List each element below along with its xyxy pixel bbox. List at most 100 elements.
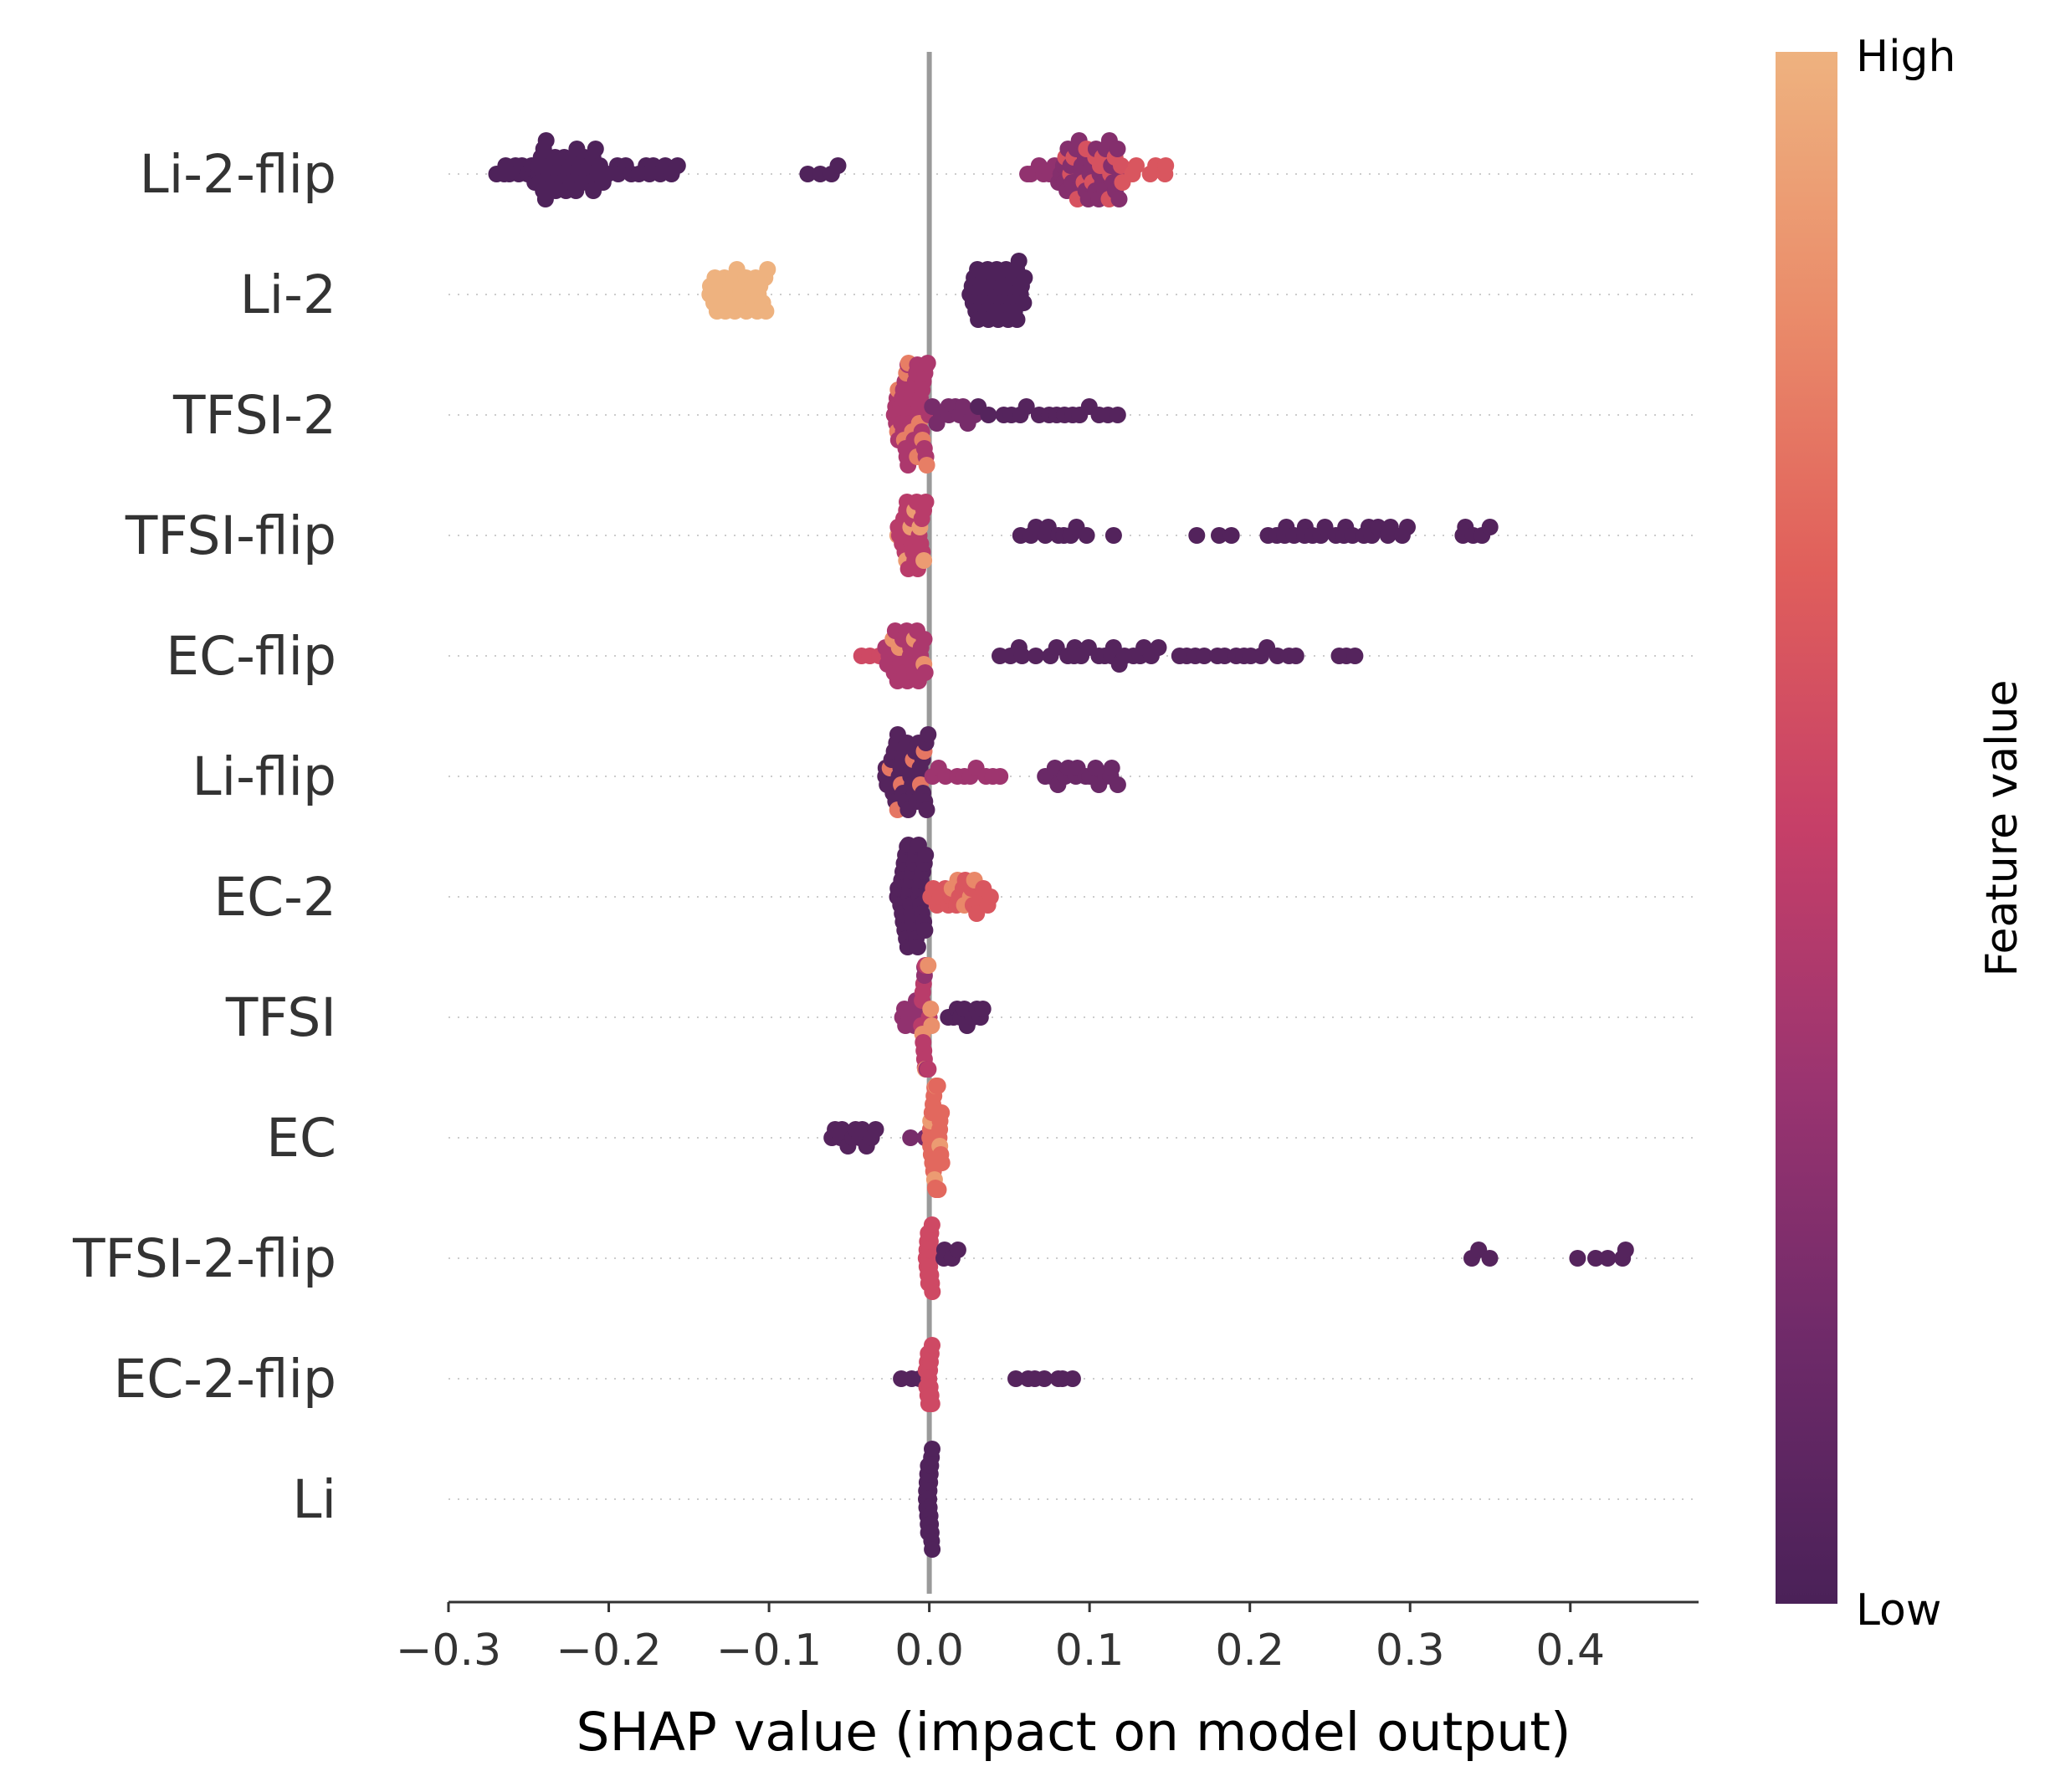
shap-point xyxy=(924,1441,940,1457)
shap-point xyxy=(1268,648,1286,664)
shap-point xyxy=(929,1078,946,1094)
x-tick-label: −0.1 xyxy=(716,1626,822,1676)
shap-point xyxy=(1617,1242,1634,1258)
colorbar-gradient xyxy=(1776,52,1837,1604)
shap-point xyxy=(949,1242,966,1258)
shap-point xyxy=(1381,519,1399,535)
shap-point xyxy=(829,157,847,174)
feature-label: EC-flip xyxy=(166,626,336,687)
shap-point xyxy=(909,939,926,955)
shap-point xyxy=(916,922,934,939)
x-tick-label: −0.3 xyxy=(396,1626,501,1676)
x-tick-label: 0.2 xyxy=(1215,1626,1284,1676)
shap-point xyxy=(915,631,933,648)
x-ticks: −0.3 −0.2 −0.1 0.0 0.1 0.2 0.3 0.4 xyxy=(396,1602,1605,1676)
shap-point xyxy=(980,407,997,423)
shap-point xyxy=(1599,1250,1617,1267)
shap-point xyxy=(1013,648,1031,664)
shap-point xyxy=(1027,648,1044,664)
shap-point xyxy=(923,1216,940,1233)
shap-point xyxy=(1346,648,1364,664)
shap-point xyxy=(918,457,935,474)
feature-label: Li xyxy=(292,1469,336,1530)
shap-point xyxy=(1109,141,1126,157)
shap-point xyxy=(1128,157,1145,174)
feature-label: Li-2 xyxy=(240,264,336,325)
colorbar: High Low Feature value xyxy=(1776,32,2027,1636)
x-tick-label: −0.2 xyxy=(556,1626,661,1676)
feature-label: EC xyxy=(266,1108,336,1169)
shap-point xyxy=(920,726,937,743)
shap-point xyxy=(992,768,1009,785)
shap-point xyxy=(1157,157,1175,174)
feature-label: EC-2 xyxy=(213,867,336,928)
colorbar-title: Feature value xyxy=(1977,679,2027,976)
shap-point xyxy=(1078,527,1095,544)
shap-point xyxy=(933,1155,951,1171)
feature-label: TFSI-flip xyxy=(125,505,336,566)
shap-point xyxy=(923,1395,940,1412)
shap-point xyxy=(1587,1250,1604,1267)
shap-point xyxy=(922,1001,940,1017)
shap-point xyxy=(587,141,604,157)
shap-point xyxy=(1287,648,1304,664)
shap-point xyxy=(902,1129,920,1146)
shap-point xyxy=(924,1283,941,1300)
shap-point xyxy=(917,494,935,510)
shap-point xyxy=(759,261,776,278)
shap-point xyxy=(1103,760,1120,776)
shap-point xyxy=(920,957,937,974)
shap-point xyxy=(669,157,686,174)
feature-label: Li-2-flip xyxy=(140,144,336,205)
shap-point xyxy=(799,166,817,182)
feature-labels: Li-2-flip Li-2 TFSI-2 TFSI-flip EC-flip Li-fl… xyxy=(72,144,336,1530)
shap-point xyxy=(954,398,971,415)
shap-point xyxy=(1007,1370,1024,1387)
feature-label: Li-flip xyxy=(192,746,336,807)
colorbar-high-label: High xyxy=(1856,32,1956,82)
x-tick-label: 0.3 xyxy=(1376,1626,1445,1676)
shap-point xyxy=(867,1121,884,1138)
x-tick-label: 0.0 xyxy=(894,1626,964,1676)
shap-point xyxy=(920,1061,937,1078)
shap-point xyxy=(1188,527,1206,544)
shap-point xyxy=(1110,191,1128,207)
feature-label: TFSI-2 xyxy=(172,385,336,446)
shap-point xyxy=(757,303,775,320)
shap-point xyxy=(1216,648,1233,664)
shap-point xyxy=(930,1181,947,1198)
row-gridlines xyxy=(448,173,1699,1500)
shap-point xyxy=(1017,398,1035,415)
x-tick-label: 0.1 xyxy=(1055,1626,1125,1676)
x-tick-label: 0.4 xyxy=(1535,1626,1605,1676)
shap-point xyxy=(1399,519,1416,535)
shap-point xyxy=(1063,1370,1081,1387)
shap-point xyxy=(917,847,935,863)
shap-point xyxy=(923,1017,940,1034)
shap-point xyxy=(1196,648,1213,664)
feature-label: TFSI xyxy=(225,987,336,1048)
shap-point xyxy=(924,1541,941,1558)
shap-point xyxy=(918,801,935,818)
x-axis-label: SHAP value (impact on model output) xyxy=(576,1702,1571,1763)
shap-point xyxy=(1010,253,1028,269)
shap-point xyxy=(1481,1250,1499,1267)
shap-point xyxy=(981,888,999,905)
shap-point xyxy=(1015,294,1033,311)
shap-point xyxy=(924,1337,940,1354)
shap-point xyxy=(1104,527,1122,544)
x-axis: −0.3 −0.2 −0.1 0.0 0.1 0.2 0.3 0.4 xyxy=(396,1600,1699,1676)
shap-point xyxy=(974,1001,992,1017)
shap-point xyxy=(919,355,936,371)
shap-point xyxy=(1016,269,1033,286)
shap-point xyxy=(1481,519,1499,535)
shap-point xyxy=(1211,527,1227,544)
shap-point xyxy=(537,132,555,149)
shap-point xyxy=(1150,639,1167,656)
shap-point xyxy=(1109,776,1126,793)
shap-point xyxy=(1569,1250,1586,1267)
shap-point xyxy=(915,552,933,569)
feature-label: TFSI-2-flip xyxy=(72,1228,336,1289)
shap-point xyxy=(1109,407,1126,423)
